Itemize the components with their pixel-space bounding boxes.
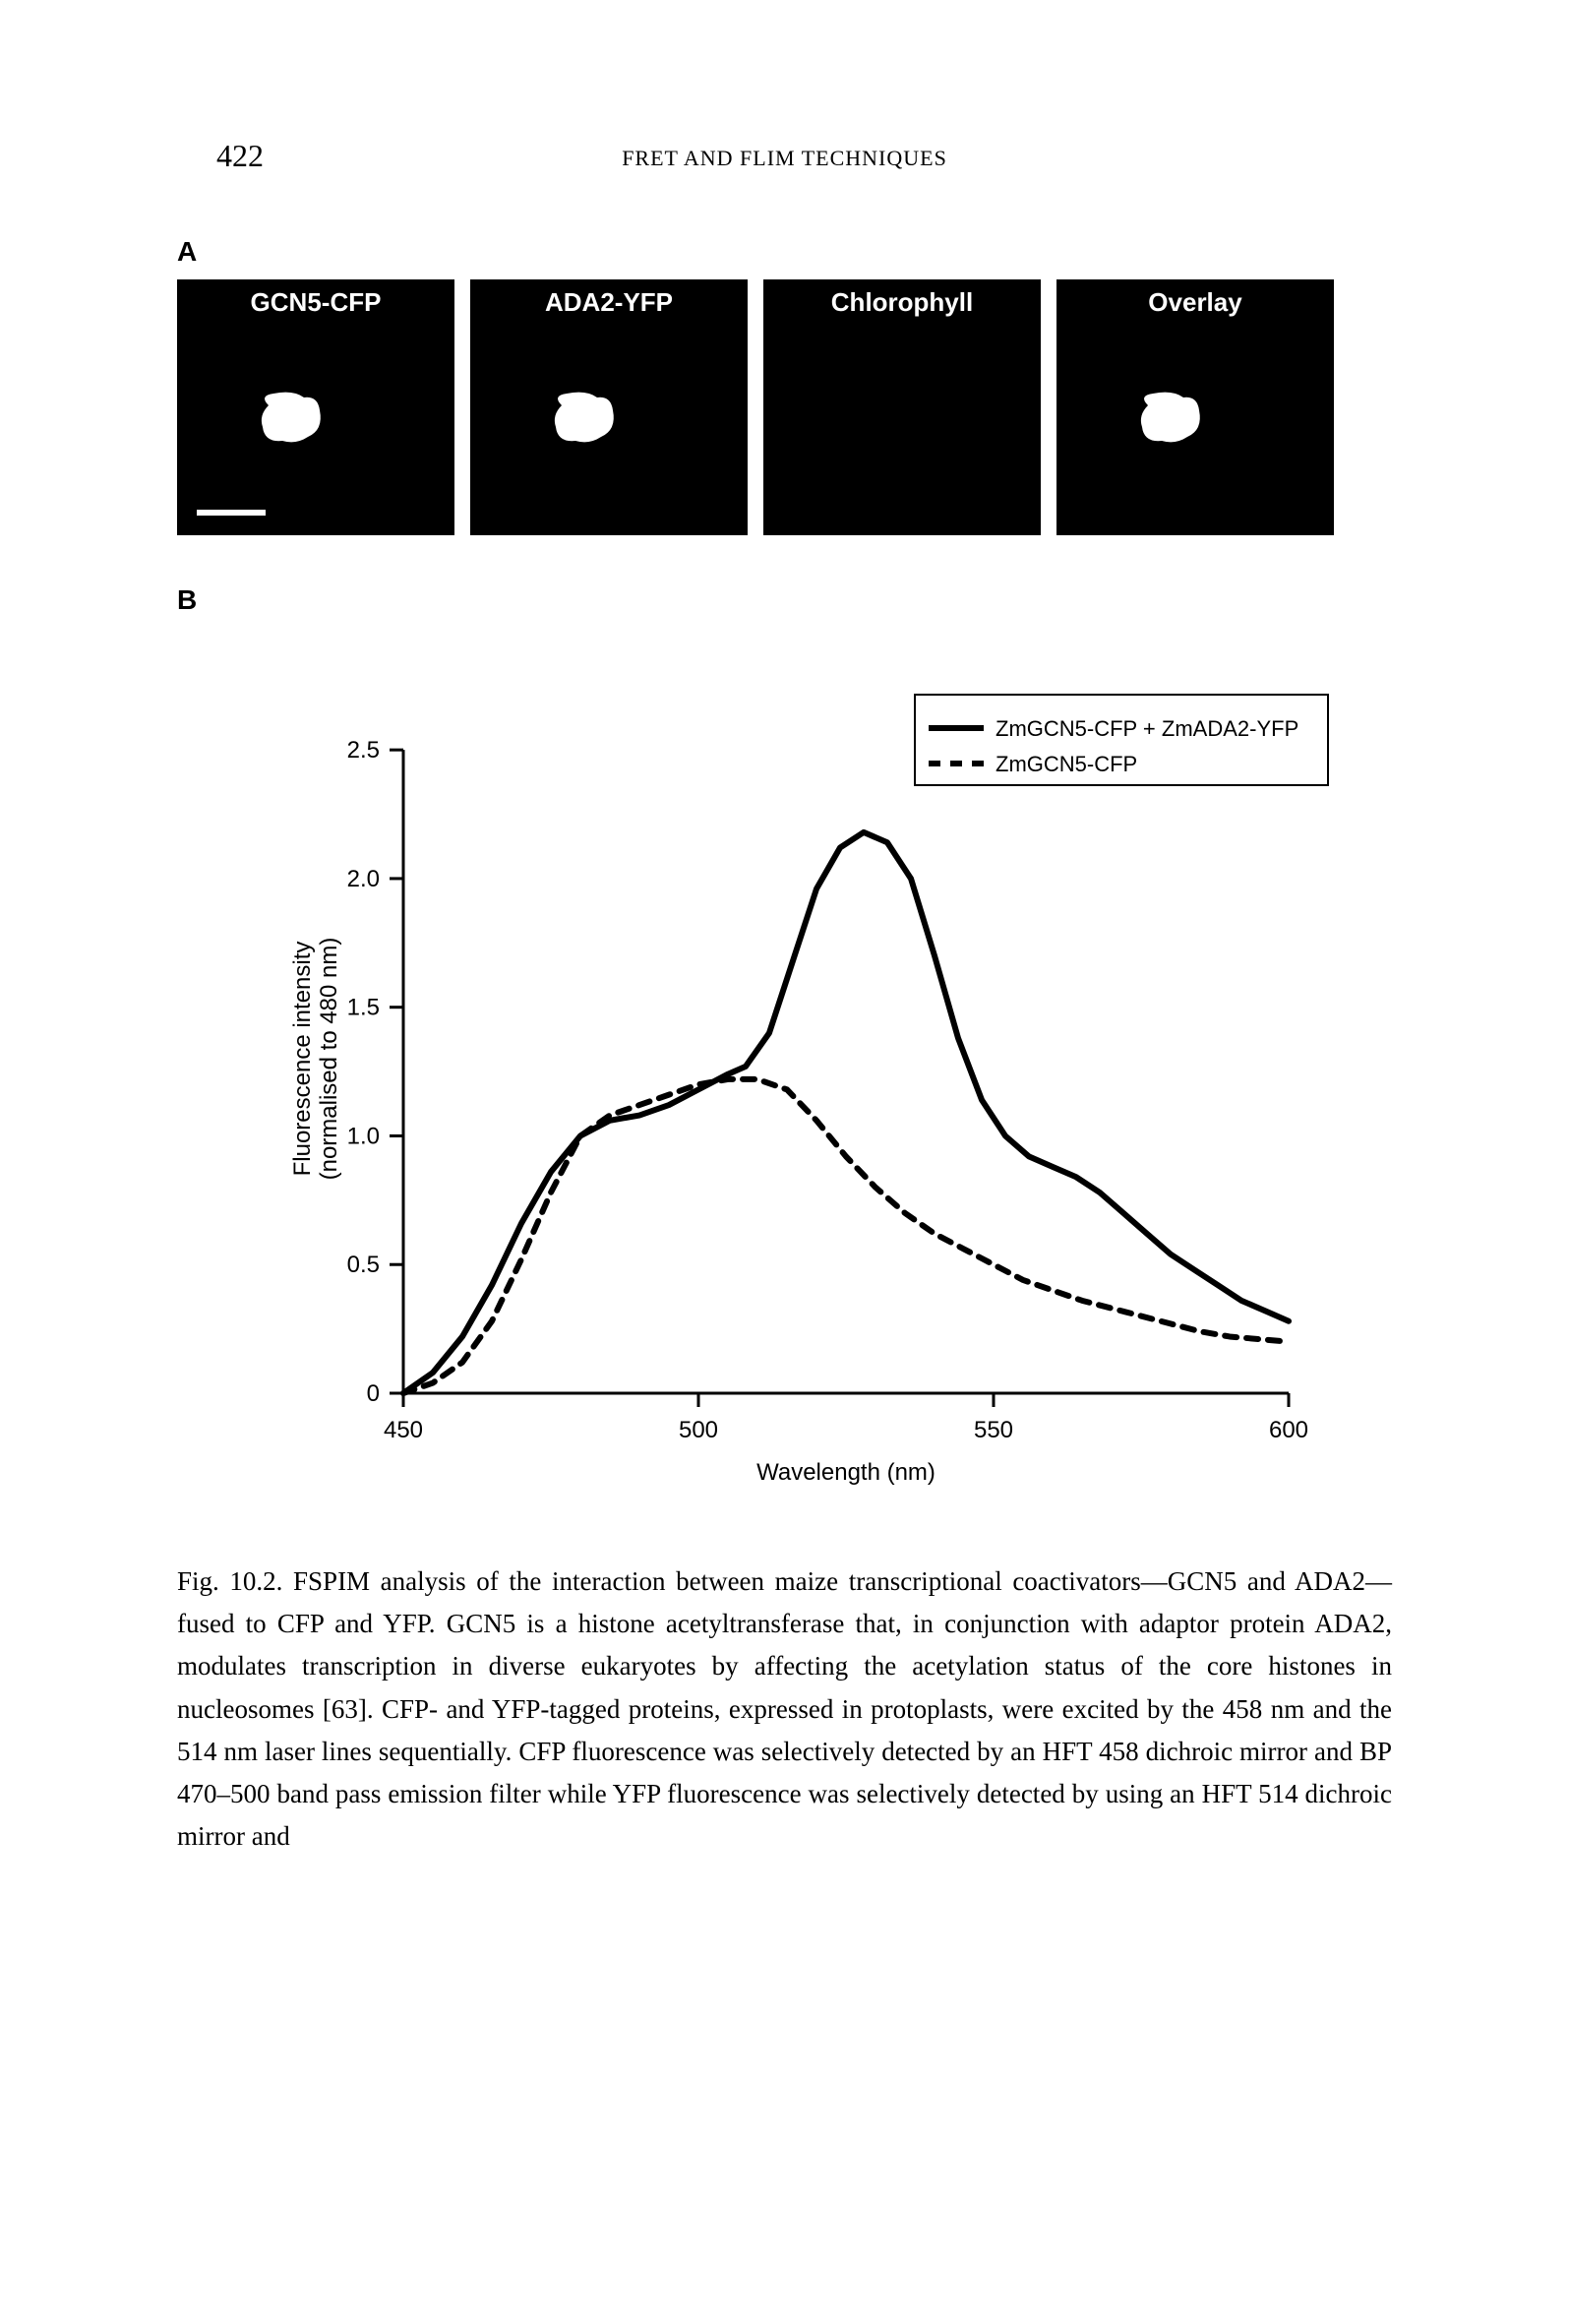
- svg-text:2.5: 2.5: [347, 737, 380, 764]
- svg-text:1.5: 1.5: [347, 995, 380, 1021]
- fluorescence-chart: 450 500 550 600 0 0.5 1.0 1.5 2.0 2.5 Wavelength (…: [275, 645, 1367, 1501]
- blob-icon: [249, 386, 328, 455]
- page-number: 422: [216, 138, 264, 174]
- micrograph-title: Chlorophyll: [831, 287, 973, 318]
- svg-text:Fluorescence intensity: Fluorescence intensity: [289, 942, 316, 1177]
- chart-container: 450 500 550 600 0 0.5 1.0 1.5 2.0 2.5 Wavelength (…: [275, 645, 1392, 1501]
- content: A GCN5-CFP ADA2-YFP Chlorophyll Overlay B 4…: [177, 236, 1392, 1858]
- svg-text:(normalised to 480 nm): (normalised to 480 nm): [316, 938, 342, 1181]
- blob-icon: [1128, 386, 1207, 455]
- panel-b-label: B: [177, 584, 1392, 616]
- svg-text:ZmGCN5-CFP: ZmGCN5-CFP: [996, 752, 1137, 776]
- running-header: FRET AND FLIM TECHNIQUES: [622, 146, 947, 171]
- panel-a-row: GCN5-CFP ADA2-YFP Chlorophyll Overlay: [177, 279, 1392, 535]
- micrograph-panel: GCN5-CFP: [177, 279, 454, 535]
- svg-text:550: 550: [974, 1417, 1013, 1443]
- svg-text:Wavelength (nm): Wavelength (nm): [756, 1459, 935, 1486]
- figure-caption: Fig. 10.2. FSPIM analysis of the interac…: [177, 1560, 1392, 1858]
- scale-bar: [197, 510, 266, 516]
- svg-text:1.0: 1.0: [347, 1123, 380, 1149]
- svg-text:500: 500: [679, 1417, 718, 1443]
- svg-text:600: 600: [1269, 1417, 1308, 1443]
- svg-text:ZmGCN5-CFP + ZmADA2-YFP: ZmGCN5-CFP + ZmADA2-YFP: [996, 716, 1298, 741]
- blob-icon: [542, 386, 621, 455]
- micrograph-title: Overlay: [1148, 287, 1241, 318]
- svg-text:450: 450: [384, 1417, 423, 1443]
- micrograph-title: GCN5-CFP: [251, 287, 382, 318]
- micrograph-panel: Chlorophyll: [763, 279, 1041, 535]
- micrograph-panel: Overlay: [1056, 279, 1334, 535]
- svg-text:2.0: 2.0: [347, 866, 380, 892]
- micrograph-title: ADA2-YFP: [545, 287, 673, 318]
- svg-text:0: 0: [367, 1380, 380, 1407]
- panel-a-label: A: [177, 236, 1392, 268]
- micrograph-panel: ADA2-YFP: [470, 279, 748, 535]
- svg-text:0.5: 0.5: [347, 1252, 380, 1278]
